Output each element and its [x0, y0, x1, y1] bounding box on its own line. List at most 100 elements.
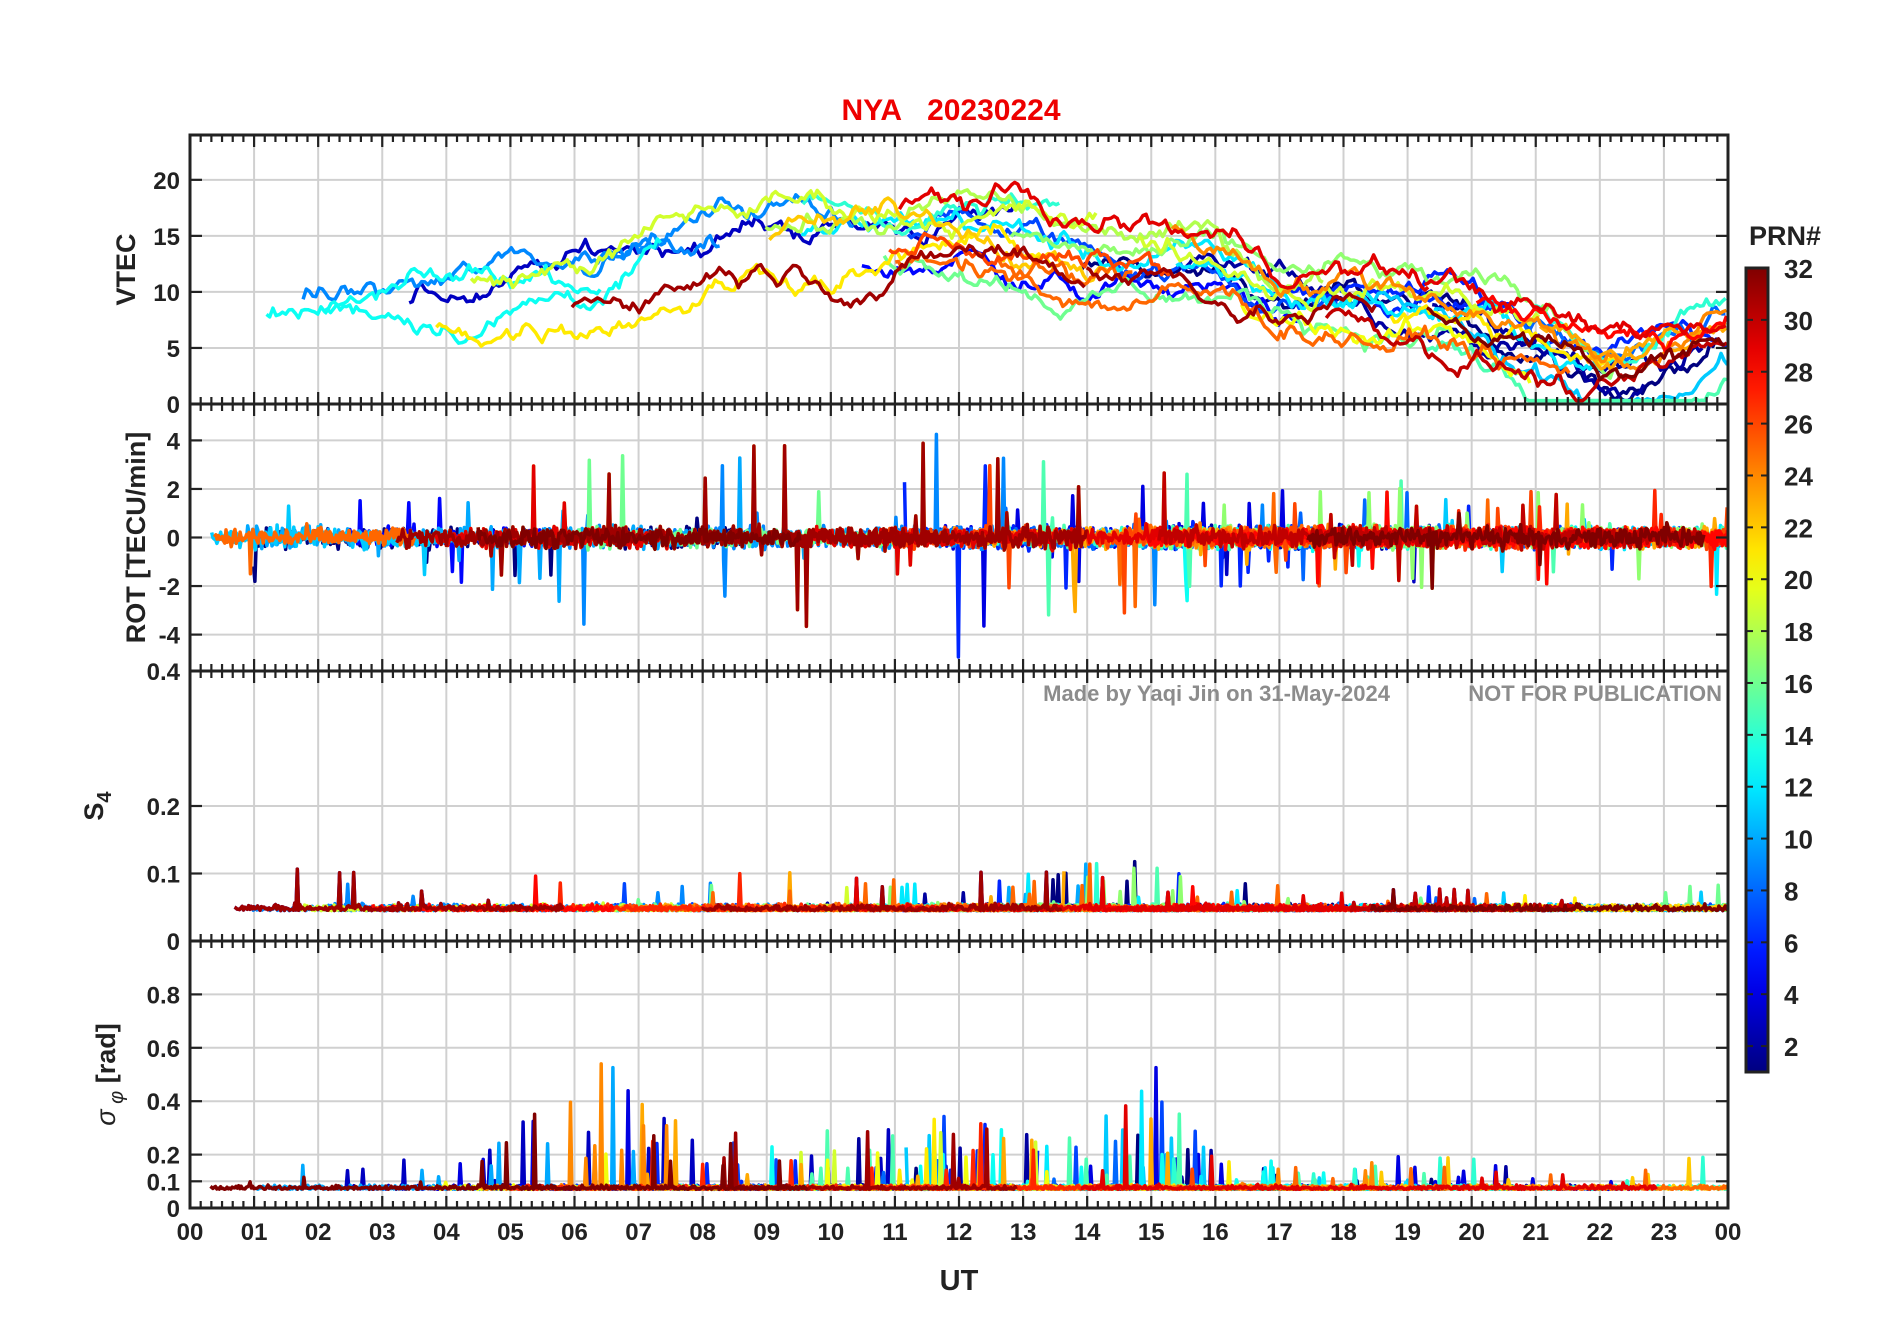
series-rot-prn32-arc0	[1306, 511, 1706, 590]
xlabel: UT	[940, 1265, 979, 1297]
xtick-label-12: 12	[946, 1219, 973, 1246]
xtick-label-0: 00	[177, 1219, 204, 1246]
ylabel-sigma: σ	[91, 1108, 121, 1126]
date-label: 20230224	[927, 94, 1061, 127]
series-vtec-prn21-arc1	[435, 223, 1056, 348]
ylabel-s4: S4	[79, 791, 116, 821]
ytick-label-vtec-3: 15	[153, 224, 180, 251]
ytick-label-s4-1: 0.1	[147, 862, 180, 889]
series-vtec-prn29-arc0	[897, 180, 1430, 292]
series-group-vtec	[265, 180, 1728, 403]
series-group-sigphi	[209, 1062, 1728, 1192]
ytick-label-rot-0: -4	[159, 623, 181, 650]
cbar-tick-label-11: 24	[1784, 461, 1813, 491]
series-rot-prn31-arc1	[778, 456, 1088, 561]
watermark-author: Made by Yaqi Jin on 31-May-2024	[1043, 681, 1391, 706]
xtick-label-7: 07	[625, 1219, 652, 1246]
xtick-label-19: 19	[1394, 1219, 1421, 1246]
ytick-label-sigphi-2: 0.2	[147, 1143, 180, 1170]
ylabel-rad: [rad]	[91, 1023, 121, 1091]
series-vtec-prn15-arc0	[1418, 336, 1728, 403]
ylabel-sigphi: σ φ [rad]	[91, 1023, 128, 1125]
series-s4-prn31-arc0	[701, 870, 1063, 913]
ytick-label-vtec-1: 5	[167, 336, 180, 363]
series-vtec-prn19-arc1	[469, 188, 1098, 290]
ytick-label-sigphi-1: 0.1	[147, 1169, 180, 1196]
colorbar-bar	[1744, 266, 1770, 1074]
station-label: NYA	[841, 94, 903, 127]
xtick-label-14: 14	[1074, 1219, 1101, 1246]
xtick-label-2: 02	[305, 1219, 332, 1246]
xtick-label-9: 09	[753, 1219, 780, 1246]
series-vtec-prn31-arc1	[1085, 266, 1377, 326]
xtick-label-5: 05	[497, 1219, 524, 1246]
xtick-label-10: 10	[817, 1219, 844, 1246]
cbar-tick-label-13: 28	[1784, 358, 1813, 388]
ytick-label-s4-2: 0.2	[147, 794, 180, 821]
ylabel-s4-main: S	[79, 803, 109, 821]
xtick-label-15: 15	[1138, 1219, 1165, 1246]
cbar-tick-label-5: 12	[1784, 773, 1813, 803]
series-vtec-prn17-arc0	[1009, 227, 1616, 380]
xtick-label-11: 11	[882, 1219, 907, 1246]
xtick-label-3: 03	[369, 1219, 396, 1246]
series-vtec-prn32-arc0	[1425, 306, 1726, 382]
ytick-label-rot-4: 4	[167, 428, 181, 455]
cbar-tick-label-8: 18	[1784, 617, 1813, 647]
cbar-tick-label-10: 22	[1784, 513, 1813, 543]
ytick-label-rot-3: 2	[167, 477, 180, 504]
series-s4-prn32-arc0	[1369, 887, 1728, 913]
ylabel-rot: ROT [TECU/min]	[121, 432, 151, 643]
ytick-label-vtec-2: 10	[153, 280, 180, 307]
ytick-label-vtec-4: 20	[153, 168, 180, 195]
series-vtec-prn13-arc1	[323, 263, 602, 315]
xtick-label-4: 04	[433, 1219, 460, 1246]
xtick-label-8: 08	[689, 1219, 716, 1246]
series-vtec-prn24-arc0	[1170, 224, 1727, 371]
series-vtec-prn9-arc0	[301, 233, 721, 302]
ytick-label-sigphi-4: 0.6	[147, 1036, 180, 1063]
xtick-label-21: 21	[1522, 1219, 1549, 1246]
ytick-label-s4-0: 0	[167, 929, 180, 956]
ylabel-vtec: VTEC	[111, 233, 141, 305]
xtick-label-24: 00	[1715, 1219, 1742, 1246]
xtick-label-20: 20	[1458, 1219, 1485, 1246]
colorbar-label: PRN#	[1749, 221, 1821, 251]
series-vtec-prn19-arc0	[1137, 235, 1541, 327]
series-sigphi-prn7-arc0	[492, 1141, 931, 1192]
xtick-label-18: 18	[1330, 1219, 1357, 1246]
cbar-tick-label-14: 30	[1784, 306, 1813, 336]
xtick-label-13: 13	[1010, 1219, 1037, 1246]
ylabel-phi-sub: φ	[106, 1091, 128, 1110]
ytick-label-rot-2: 0	[167, 526, 180, 553]
cbar-tick-label-15: 32	[1784, 254, 1813, 284]
series-group-s4	[233, 859, 1728, 913]
xtick-label-16: 16	[1202, 1219, 1229, 1246]
series-group-rot	[210, 432, 1728, 659]
cbar-tick-label-3: 8	[1784, 876, 1798, 906]
xtick-label-6: 06	[561, 1219, 588, 1246]
cbar-tick-label-1: 4	[1784, 980, 1799, 1010]
watermark-notice: NOT FOR PUBLICATION	[1468, 681, 1722, 706]
series-sigphi-prn32-arc0	[209, 1112, 809, 1192]
cbar-tick-label-12: 26	[1784, 410, 1813, 440]
ytick-label-sigphi-3: 0.4	[147, 1089, 181, 1116]
ytick-label-vtec-0: 0	[167, 392, 180, 419]
cbar-tick-label-6: 14	[1784, 721, 1813, 751]
figure-title: NYA 20230224	[0, 94, 1902, 128]
cbar-tick-label-2: 6	[1784, 928, 1798, 958]
cbar-tick-label-0: 2	[1784, 1032, 1798, 1062]
cbar-tick-label-9: 20	[1784, 565, 1813, 595]
series-vtec-prn29-arc1	[1423, 266, 1727, 340]
ytick-label-sigphi-0: 0	[167, 1196, 180, 1223]
series-vtec-prn13-arc0	[265, 237, 662, 345]
ytick-label-rot-1: -2	[159, 574, 180, 601]
ylabel-s4-sub: 4	[94, 791, 116, 803]
xtick-label-17: 17	[1266, 1219, 1293, 1246]
series-rot-prn32-arc1	[476, 525, 802, 552]
xtick-label-1: 01	[241, 1219, 268, 1246]
series-vtec-prn31-arc0	[570, 243, 1086, 315]
